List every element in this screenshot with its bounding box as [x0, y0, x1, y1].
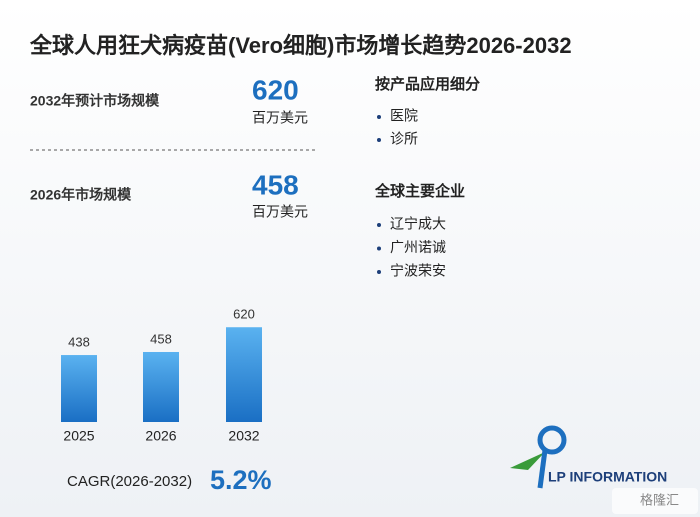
companies-title: 全球主要企业 [374, 182, 465, 200]
stat-value: 620 [252, 74, 299, 105]
title: 全球人用狂犬病疫苗(Vero细胞)市场增长趋势2026-2032 [29, 33, 572, 58]
bar [226, 327, 262, 422]
list-item: 宁波荣安 [390, 263, 446, 279]
value-label: 438 [68, 334, 90, 349]
bar-chart: 438 2025 458 2026 620 2032 [61, 307, 262, 444]
list-item: 诊所 [390, 131, 418, 147]
value-label: 458 [150, 331, 172, 346]
bullet [377, 270, 381, 274]
stat-label: 2032年预计市场规模 [30, 93, 160, 109]
bullet [377, 223, 381, 227]
logo-stem [537, 449, 548, 489]
list-item: 辽宁成大 [390, 216, 446, 232]
x-tick-label: 2025 [63, 428, 94, 444]
stat-label: 2026年市场规模 [30, 187, 132, 203]
value-label: 620 [233, 307, 255, 322]
corner-badge [612, 488, 698, 514]
stat-unit: 百万美元 [252, 204, 308, 220]
logo-ring [537, 425, 567, 455]
bar [61, 355, 97, 422]
bullet [377, 246, 381, 251]
corner-mark: 格隆汇 [640, 492, 679, 507]
bullet [377, 138, 381, 142]
bar [143, 351, 179, 422]
logo-swoosh [510, 452, 545, 470]
bullet [377, 115, 381, 119]
logo: LP INFORMATION [510, 425, 667, 489]
stat-unit: 百万美元 [252, 110, 308, 126]
list-item: 广州诺诚 [390, 239, 446, 255]
cagr-value: 5.2% [210, 465, 272, 495]
logo-text: LP INFORMATION [548, 469, 667, 485]
x-tick-label: 2032 [228, 428, 259, 444]
stat-value: 458 [252, 169, 299, 200]
list-item: 医院 [390, 108, 418, 124]
segments-title: 按产品应用细分 [375, 75, 480, 93]
cagr-label: CAGR(2026-2032) [67, 473, 192, 490]
x-tick-label: 2026 [145, 428, 176, 444]
